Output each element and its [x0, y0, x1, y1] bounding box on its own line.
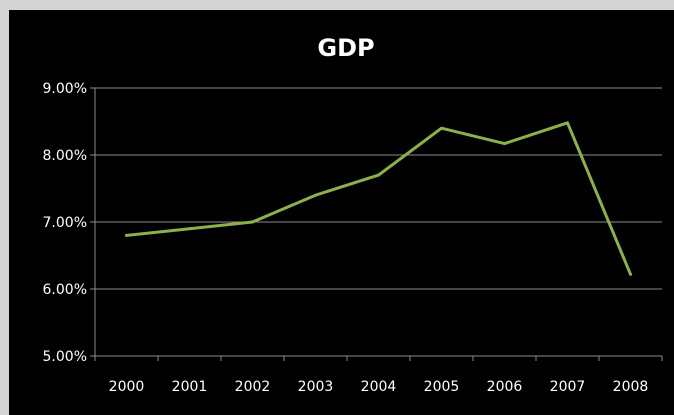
gridlines	[95, 87, 662, 290]
x-tick-label: 2007	[550, 379, 586, 395]
y-tick-label: 8.00%	[43, 148, 87, 164]
data-point	[377, 173, 380, 177]
y-tick-label: 6.00%	[43, 282, 87, 298]
y-tick-label: 9.00%	[43, 81, 87, 97]
chart-area	[9, 10, 674, 415]
data-point	[440, 126, 443, 130]
x-tick-label: 2008	[613, 379, 649, 395]
data-point	[314, 193, 317, 197]
data-point	[251, 220, 254, 224]
data-point	[503, 142, 506, 146]
x-tick-label: 2000	[109, 379, 145, 395]
x-tick-label: 2004	[361, 379, 397, 395]
y-tick-labels: 5.00% 6.00% 7.00% 8.00% 9.00%	[43, 81, 87, 365]
x-tick-label: 2003	[298, 379, 334, 395]
axes	[90, 87, 663, 361]
series-line	[125, 121, 632, 276]
data-point	[629, 272, 632, 276]
y-tick-label: 7.00%	[43, 215, 87, 231]
x-tick-label: 2006	[487, 379, 523, 395]
series-group	[125, 121, 632, 276]
y-tick-label: 5.00%	[43, 349, 87, 365]
chart-title: GDP	[317, 34, 374, 62]
x-tick-label: 2001	[172, 379, 208, 395]
data-point	[125, 233, 128, 237]
x-tick-labels: 2000 2001 2002 2003 2004 2005 2006 2007 2008	[109, 379, 649, 395]
data-point	[566, 121, 569, 125]
x-tick-label: 2002	[235, 379, 271, 395]
data-point	[188, 227, 191, 231]
x-tick-label: 2005	[424, 379, 460, 395]
